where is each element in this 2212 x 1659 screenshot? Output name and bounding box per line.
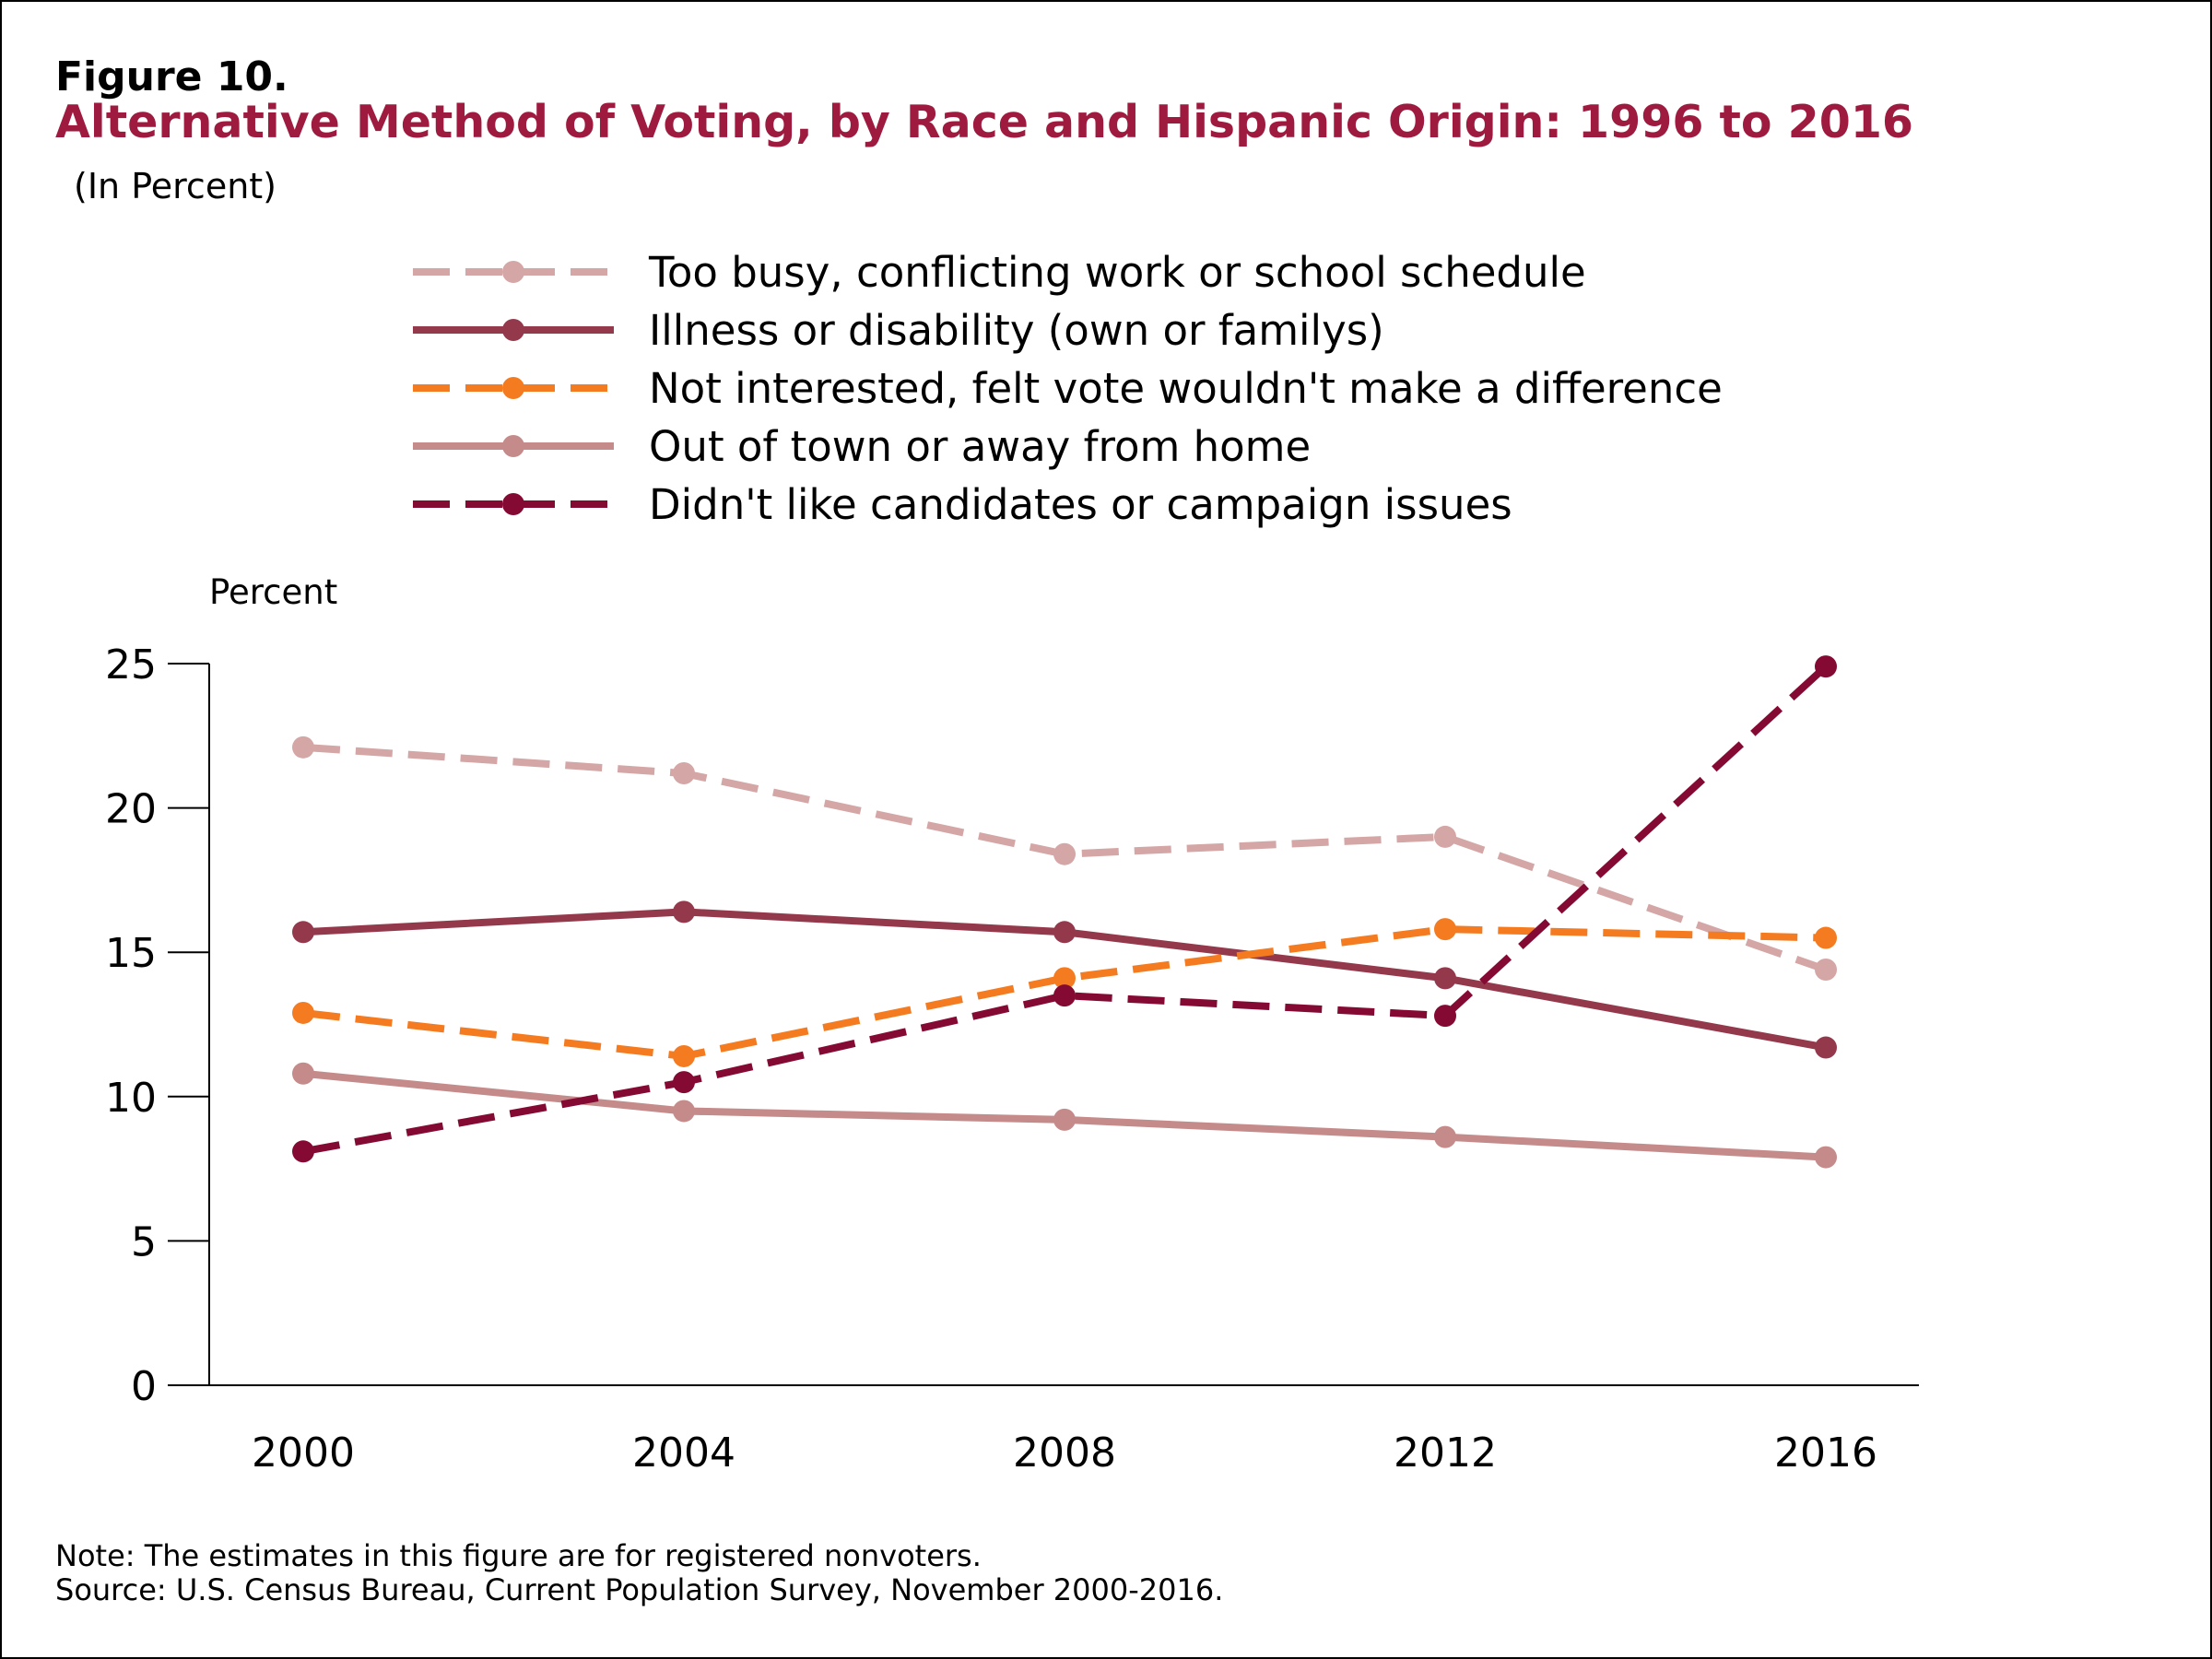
footer-source: Source: U.S. Census Bureau, Current Popu… (55, 1573, 1223, 1607)
data-point (292, 1140, 314, 1162)
legend-item: Out of town or away from home (413, 422, 1311, 471)
data-point (1815, 959, 1837, 981)
y-tick-label: 5 (131, 1218, 157, 1265)
legend-item: Too busy, conflicting work or school sch… (413, 248, 1586, 297)
legend-item: Illness or disability (own or familys) (413, 306, 1384, 355)
data-point (292, 1002, 314, 1024)
x-tick-label: 2016 (1774, 1430, 1877, 1477)
data-point (1815, 1037, 1837, 1059)
series-5 (292, 655, 1837, 1162)
data-point (1434, 1126, 1456, 1148)
data-point (1053, 1109, 1076, 1131)
x-tick-label: 2012 (1394, 1430, 1497, 1477)
legend-marker (502, 261, 524, 283)
y-tick-label: 25 (105, 641, 157, 688)
data-point (1815, 927, 1837, 949)
series-1 (292, 736, 1837, 981)
legend-label: Too busy, conflicting work or school sch… (648, 248, 1586, 297)
data-point (292, 921, 314, 943)
series-4 (292, 1063, 1837, 1169)
series-line (303, 666, 1826, 1151)
data-point (292, 1063, 314, 1085)
footer-note: Note: The estimates in this figure are f… (55, 1539, 1223, 1573)
data-point (1815, 655, 1837, 677)
legend-label: Out of town or away from home (649, 422, 1311, 471)
data-point (673, 900, 695, 923)
legend-item: Didn't like candidates or campaign issue… (413, 480, 1512, 529)
legend-label: Illness or disability (own or familys) (649, 306, 1384, 355)
data-point (1815, 1147, 1837, 1169)
x-tick-label: 2008 (1013, 1430, 1116, 1477)
data-point (1053, 921, 1076, 943)
y-tick-label: 0 (131, 1363, 157, 1410)
legend-marker (502, 435, 524, 457)
data-point (673, 1071, 695, 1093)
data-point (1053, 843, 1076, 865)
data-point (1053, 984, 1076, 1006)
legend-marker (502, 493, 524, 515)
y-axis-ticks: 0 5 10 15 20 25 (105, 641, 209, 1410)
legend-marker (502, 377, 524, 399)
series-layer (292, 655, 1837, 1168)
legend-marker (502, 319, 524, 341)
x-tick-label: 2000 (252, 1430, 355, 1477)
y-tick-label: 15 (105, 930, 157, 977)
x-tick-label: 2004 (632, 1430, 735, 1477)
y-axis-title: Percent (209, 572, 337, 612)
legend-label: Didn't like candidates or campaign issue… (649, 480, 1512, 529)
x-axis-ticks: 2000 2004 2008 2012 2016 (252, 1430, 1877, 1477)
legend-item: Not interested, felt vote wouldn't make … (413, 364, 1723, 413)
data-point (1434, 1005, 1456, 1027)
data-point (673, 762, 695, 784)
data-point (1434, 918, 1456, 940)
data-point (1434, 826, 1456, 848)
y-tick-label: 20 (105, 786, 157, 833)
data-point (673, 1100, 695, 1122)
legend-label: Not interested, felt vote wouldn't make … (649, 364, 1723, 413)
data-point (292, 736, 314, 759)
footer: Note: The estimates in this figure are f… (55, 1539, 1223, 1607)
chart-legend: Too busy, conflicting work or school sch… (413, 248, 1723, 529)
y-tick-label: 10 (105, 1075, 157, 1122)
data-point (1434, 967, 1456, 989)
data-point (673, 1045, 695, 1067)
